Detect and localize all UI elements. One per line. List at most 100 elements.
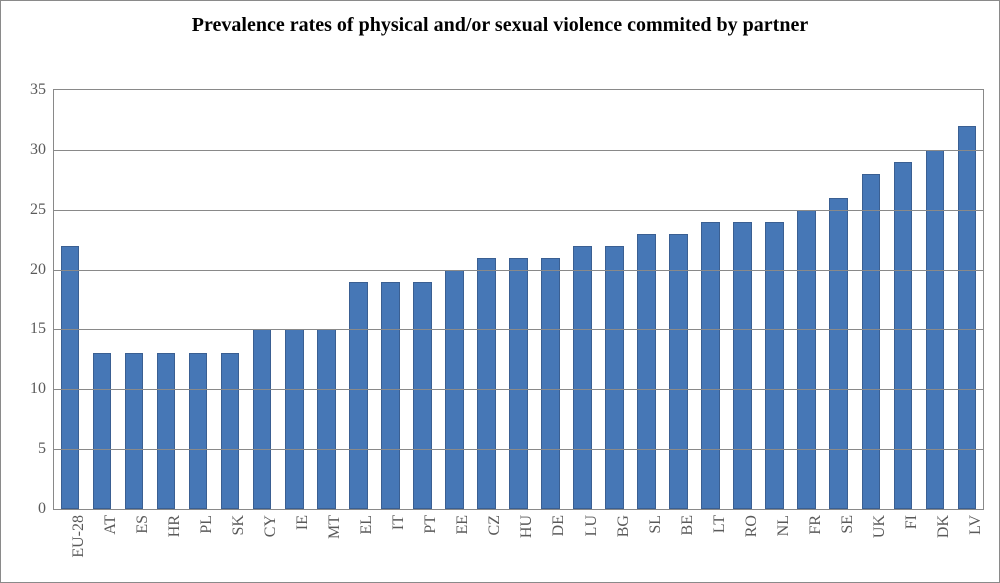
bar <box>958 126 977 509</box>
xtick-label: MT <box>326 515 344 539</box>
ytick-label: 20 <box>30 261 54 279</box>
bar <box>733 222 752 509</box>
bar-slot: MT <box>310 90 342 509</box>
bar-slot: HR <box>150 90 182 509</box>
bar-slot: BE <box>663 90 695 509</box>
bar-slot: ES <box>118 90 150 509</box>
xtick-label: PL <box>198 515 216 534</box>
bar-slot: LU <box>567 90 599 509</box>
xtick-label: UK <box>871 515 889 538</box>
gridline <box>54 210 983 211</box>
xtick-label: FR <box>807 515 825 535</box>
xtick-label: HU <box>518 515 536 538</box>
plot-area: EU-28ATESHRPLSKCYIEMTELITPTEECZHUDELUBGS… <box>53 89 984 510</box>
xtick-label: AT <box>102 515 120 535</box>
bar-slot: EE <box>438 90 470 509</box>
bar <box>349 282 368 509</box>
bar <box>605 246 624 509</box>
xtick-label: EL <box>358 515 376 535</box>
bar-slot: SE <box>823 90 855 509</box>
bar <box>125 353 144 509</box>
ytick-label: 15 <box>30 320 54 338</box>
ytick-label: 10 <box>30 380 54 398</box>
bar <box>541 258 560 509</box>
bar-slot: LV <box>951 90 983 509</box>
xtick-label: BG <box>615 515 633 537</box>
bar <box>253 329 272 509</box>
xtick-label: DE <box>550 515 568 536</box>
xtick-label: ES <box>134 515 152 534</box>
bar <box>669 234 688 509</box>
bar-slot: NL <box>759 90 791 509</box>
xtick-label: CY <box>262 515 280 537</box>
bar-slot: FI <box>887 90 919 509</box>
bars-layer: EU-28ATESHRPLSKCYIEMTELITPTEECZHUDELUBGS… <box>54 90 983 509</box>
xtick-label: EU-28 <box>70 515 88 558</box>
xtick-label: NL <box>775 515 793 536</box>
bar-slot: SL <box>631 90 663 509</box>
gridline <box>54 449 983 450</box>
bar-slot: AT <box>86 90 118 509</box>
bar <box>189 353 208 509</box>
bar-slot: UK <box>855 90 887 509</box>
bar <box>701 222 720 509</box>
bar <box>477 258 496 509</box>
ytick-label: 30 <box>30 141 54 159</box>
bar-slot: CY <box>246 90 278 509</box>
bar-slot: EL <box>342 90 374 509</box>
bar <box>797 210 816 509</box>
gridline <box>54 389 983 390</box>
chart-container: Prevalence rates of physical and/or sexu… <box>0 0 1000 583</box>
chart-title: Prevalence rates of physical and/or sexu… <box>1 13 999 37</box>
bar <box>413 282 432 509</box>
bar <box>381 282 400 509</box>
bar <box>285 329 304 509</box>
bar <box>637 234 656 509</box>
xtick-label: IT <box>390 515 408 530</box>
bar <box>829 198 848 509</box>
bar <box>509 258 528 509</box>
bar-slot: EU-28 <box>54 90 86 509</box>
bar-slot: DK <box>919 90 951 509</box>
gridline <box>54 329 983 330</box>
plot-wrap: EU-28ATESHRPLSKCYIEMTELITPTEECZHUDELUBGS… <box>53 89 984 510</box>
bar <box>221 353 240 509</box>
xtick-label: IE <box>294 515 312 530</box>
bar-slot: PL <box>182 90 214 509</box>
xtick-label: EE <box>454 515 472 535</box>
bar-slot: FR <box>791 90 823 509</box>
bar <box>157 353 176 509</box>
xtick-label: FI <box>903 515 921 529</box>
bar-slot: RO <box>727 90 759 509</box>
bar-slot: PT <box>406 90 438 509</box>
xtick-label: RO <box>743 515 761 537</box>
bar <box>862 174 881 509</box>
xtick-label: CZ <box>486 515 504 535</box>
bar-slot: HU <box>502 90 534 509</box>
xtick-label: PT <box>422 515 440 534</box>
xtick-label: BE <box>679 515 697 535</box>
bar-slot: BG <box>599 90 631 509</box>
bar-slot: LT <box>695 90 727 509</box>
ytick-label: 5 <box>38 440 54 458</box>
bar-slot: DE <box>534 90 566 509</box>
ytick-label: 0 <box>38 500 54 518</box>
xtick-label: LT <box>711 515 729 533</box>
bar <box>93 353 112 509</box>
bar-slot: CZ <box>470 90 502 509</box>
xtick-label: LU <box>583 515 601 536</box>
xtick-label: SL <box>647 515 665 534</box>
bar <box>61 246 80 509</box>
bar <box>765 222 784 509</box>
gridline <box>54 150 983 151</box>
xtick-label: SE <box>839 515 857 534</box>
bar-slot: SK <box>214 90 246 509</box>
bar <box>317 329 336 509</box>
ytick-label: 35 <box>30 81 54 99</box>
xtick-label: LV <box>967 515 985 535</box>
gridline <box>54 270 983 271</box>
xtick-label: SK <box>230 515 248 535</box>
xtick-label: DK <box>935 515 953 538</box>
bar <box>894 162 913 509</box>
bar-slot: IT <box>374 90 406 509</box>
